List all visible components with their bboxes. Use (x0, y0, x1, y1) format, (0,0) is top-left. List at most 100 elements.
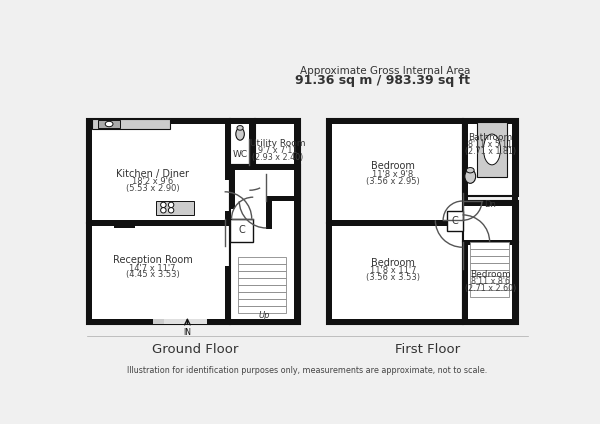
Text: 91.36 sq m / 983.39 sq ft: 91.36 sq m / 983.39 sq ft (295, 74, 470, 87)
Text: First Floor: First Floor (395, 343, 460, 357)
Bar (86, 220, 230, 226)
Bar (266, 195, 272, 229)
Bar (238, 278, 286, 285)
Ellipse shape (466, 167, 474, 173)
Bar (164, 319, 207, 324)
Bar (266, 195, 300, 201)
Text: 11'8 x 9'8: 11'8 x 9'8 (372, 170, 413, 179)
Bar (470, 290, 509, 297)
Text: WC: WC (233, 151, 248, 159)
Bar (238, 264, 286, 271)
Bar (463, 201, 518, 206)
Ellipse shape (237, 126, 243, 130)
Text: 9'7 x 7'11: 9'7 x 7'11 (259, 146, 298, 156)
Text: Bedroom: Bedroom (371, 258, 415, 268)
Bar (86, 119, 230, 124)
Text: 18'2 x 9'6: 18'2 x 9'6 (132, 177, 173, 186)
Bar (238, 306, 286, 312)
Text: 8'11 x 8'6: 8'11 x 8'6 (471, 277, 510, 286)
Bar (477, 122, 506, 177)
Bar (463, 195, 468, 204)
Bar (463, 319, 518, 324)
Bar (463, 240, 468, 324)
Text: Utility Room: Utility Room (250, 139, 306, 148)
Ellipse shape (236, 128, 244, 140)
Bar (470, 270, 509, 276)
Text: (3.56 x 3.53): (3.56 x 3.53) (366, 273, 420, 282)
Bar (230, 119, 300, 124)
Bar (470, 276, 509, 283)
Bar (327, 119, 332, 324)
Text: (5.53 x 2.90): (5.53 x 2.90) (125, 184, 179, 193)
Bar (98, 120, 120, 128)
Bar (152, 319, 190, 324)
Bar (238, 257, 286, 264)
Text: (2.71 x 2.60): (2.71 x 2.60) (465, 285, 516, 293)
Bar (470, 283, 509, 290)
Text: Bathroom: Bathroom (468, 133, 512, 142)
Text: Bedroom: Bedroom (371, 162, 415, 171)
Text: (4.45 x 3.53): (4.45 x 3.53) (125, 271, 179, 279)
Circle shape (169, 202, 174, 208)
Bar (470, 262, 509, 270)
Text: Bedroom: Bedroom (470, 270, 511, 279)
Text: (2.71 x 1.81): (2.71 x 1.81) (465, 147, 516, 156)
Bar (463, 242, 518, 324)
Bar (238, 292, 286, 299)
Bar (463, 119, 468, 195)
Bar (230, 165, 300, 324)
Text: (3.56 x 2.95): (3.56 x 2.95) (366, 176, 419, 186)
Bar (470, 242, 509, 249)
Bar (238, 299, 286, 306)
Bar (463, 119, 518, 195)
Ellipse shape (484, 134, 500, 165)
Bar (86, 223, 230, 324)
Bar (470, 256, 509, 262)
Ellipse shape (105, 121, 113, 127)
Text: Kitchen / Diner: Kitchen / Diner (116, 169, 189, 179)
Bar (224, 211, 230, 223)
Bar (295, 119, 300, 201)
Bar (114, 220, 136, 228)
Bar (157, 201, 194, 215)
Bar (230, 165, 300, 170)
Bar (230, 165, 235, 209)
Bar (295, 201, 300, 324)
Bar (250, 119, 255, 165)
Bar (224, 119, 230, 180)
Bar (470, 249, 509, 256)
Text: Dn: Dn (484, 201, 496, 209)
Circle shape (161, 202, 166, 208)
Bar (230, 119, 255, 165)
Ellipse shape (465, 170, 476, 183)
Bar (230, 219, 253, 242)
Text: (2.93 x 2.40): (2.93 x 2.40) (253, 153, 304, 162)
Bar (327, 119, 518, 124)
Bar (238, 285, 286, 292)
Text: C: C (238, 225, 245, 235)
Bar (86, 319, 230, 324)
Bar (327, 119, 463, 223)
Bar (238, 271, 286, 278)
Circle shape (161, 208, 166, 213)
Text: 8'11 x 5'11: 8'11 x 5'11 (469, 140, 512, 149)
Bar (114, 220, 136, 226)
Bar (86, 119, 92, 324)
Bar (255, 119, 300, 201)
Bar (512, 119, 518, 324)
Bar (463, 201, 518, 242)
Circle shape (169, 208, 174, 213)
Text: C: C (451, 216, 458, 226)
Text: Up: Up (259, 311, 270, 320)
Bar (224, 266, 230, 319)
Text: 11'8 x 11'7: 11'8 x 11'7 (370, 266, 416, 275)
Bar (327, 220, 463, 226)
Bar (92, 119, 170, 129)
Text: Approximate Gross Internal Area: Approximate Gross Internal Area (300, 66, 470, 76)
Text: 14'7 x 11'7: 14'7 x 11'7 (129, 264, 176, 273)
Bar (327, 319, 463, 324)
Text: Ground Floor: Ground Floor (152, 343, 238, 357)
Text: Illustration for identification purposes only, measurements are approximate, not: Illustration for identification purposes… (127, 366, 488, 375)
Bar (447, 211, 463, 231)
Bar (86, 119, 230, 223)
